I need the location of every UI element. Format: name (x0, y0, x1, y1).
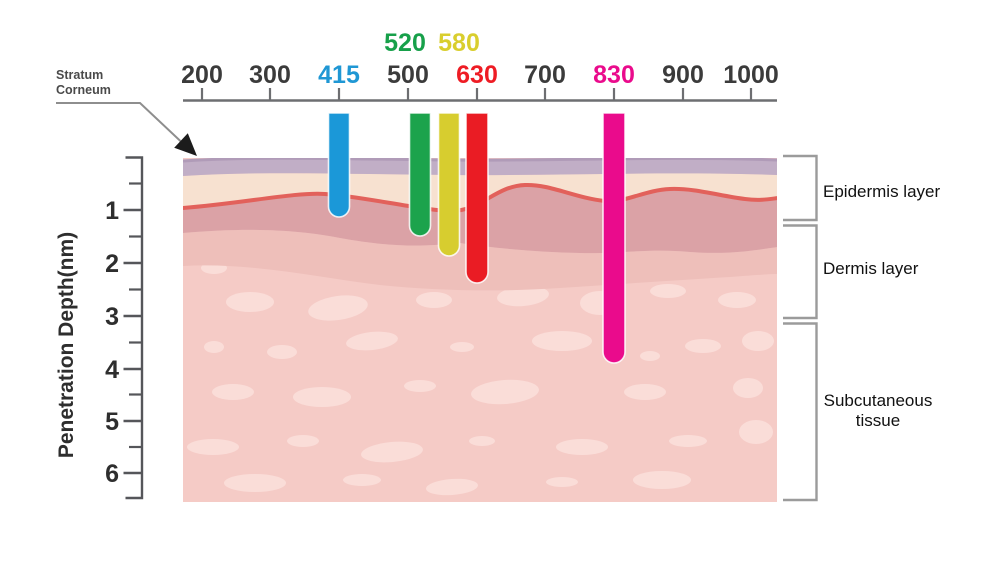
depth-axis-major-ticks (123, 208, 142, 475)
tick-label-900: 900 (662, 61, 704, 89)
fat-blob (450, 342, 474, 352)
depth-label-2: 2 (105, 250, 119, 278)
fat-blob (212, 384, 254, 400)
fat-blob (187, 439, 239, 455)
fat-blob (204, 341, 224, 353)
depth-axis-line (125, 156, 144, 500)
fat-blob (226, 292, 274, 312)
bar-580nm (437, 112, 461, 257)
tick-label-300: 300 (249, 61, 291, 89)
bar-415nm (327, 112, 351, 218)
fat-blob (497, 285, 549, 307)
label-epidermis: Epidermis layer (823, 182, 940, 201)
fat-blob (404, 380, 436, 392)
fat-blob (742, 331, 774, 351)
fat-blob (685, 339, 721, 353)
tick-label-700: 700 (524, 61, 566, 89)
depth-axis (123, 156, 144, 500)
bar-520nm (408, 112, 432, 237)
fat-blob (469, 436, 495, 446)
fat-blob (267, 345, 297, 359)
penetration-bars (327, 112, 626, 364)
layer-labels: Epidermis layer Dermis layer Subcutaneou… (823, 182, 940, 430)
depth-label-6: 6 (105, 460, 119, 488)
depth-tick-labels: 1 2 3 4 5 6 (105, 197, 119, 488)
fat-blob (346, 331, 398, 351)
tick-label-200: 200 (181, 61, 223, 89)
fat-blob (224, 474, 286, 492)
fat-blob (293, 387, 351, 407)
fat-blob (718, 292, 756, 308)
leader-line (56, 102, 192, 152)
label-dermis: Dermis layer (823, 259, 919, 278)
tick-label-630: 630 (456, 61, 498, 89)
label-subcutaneous-line1: Subcutaneous (824, 391, 933, 410)
fat-blob (556, 439, 608, 455)
wavelength-axis (183, 88, 777, 102)
stratum-corneum-label-line1: Stratum (56, 68, 103, 82)
bracket-dermis (783, 224, 818, 320)
wavelength-axis-ticks (200, 88, 753, 101)
fat-blob (650, 284, 686, 298)
bar-830nm (602, 112, 626, 364)
label-520: 520 (384, 29, 426, 57)
fat-blob (308, 295, 368, 321)
tick-label-500: 500 (387, 61, 429, 89)
tick-label-1000: 1000 (723, 61, 779, 89)
depth-label-4: 4 (105, 356, 119, 384)
label-580: 580 (438, 29, 480, 57)
fat-blob (532, 331, 592, 351)
bracket-subcutaneous (783, 322, 818, 502)
layer-brackets (783, 154, 818, 502)
fat-blob (426, 478, 478, 496)
label-subcutaneous-line2: tissue (856, 411, 900, 430)
fat-blob (546, 477, 578, 487)
fat-blob (361, 441, 423, 463)
stratum-corneum-label-line2: Corneum (56, 83, 111, 97)
fat-blob (739, 420, 773, 444)
arrowhead-icon (174, 133, 197, 156)
fat-blob (287, 435, 319, 447)
fat-blob (640, 351, 660, 361)
depth-axis-minor-ticks (129, 182, 142, 449)
fat-blob (669, 435, 707, 447)
depth-label-5: 5 (105, 408, 119, 436)
fat-blob (733, 378, 763, 398)
stratum-corneum-annotation: Stratum Corneum (56, 68, 197, 156)
dermis-boundary-line (183, 182, 777, 214)
bar-630nm (465, 112, 489, 284)
fat-blob (624, 384, 666, 400)
depth-label-1: 1 (105, 197, 119, 225)
wavelength-tick-labels: 200 300 415 500 630 700 830 900 1000 520… (181, 29, 779, 89)
depth-label-3: 3 (105, 303, 119, 331)
fat-blob (416, 292, 452, 308)
tick-label-415: 415 (318, 61, 360, 89)
bracket-epidermis (783, 154, 818, 222)
fat-blob (633, 471, 691, 489)
fat-cell-blobs (187, 256, 774, 496)
fat-blob (471, 379, 539, 405)
tick-label-830: 830 (593, 61, 635, 89)
depth-axis-title: Penetration Depth(nm) (55, 232, 78, 458)
fat-blob (343, 474, 381, 486)
